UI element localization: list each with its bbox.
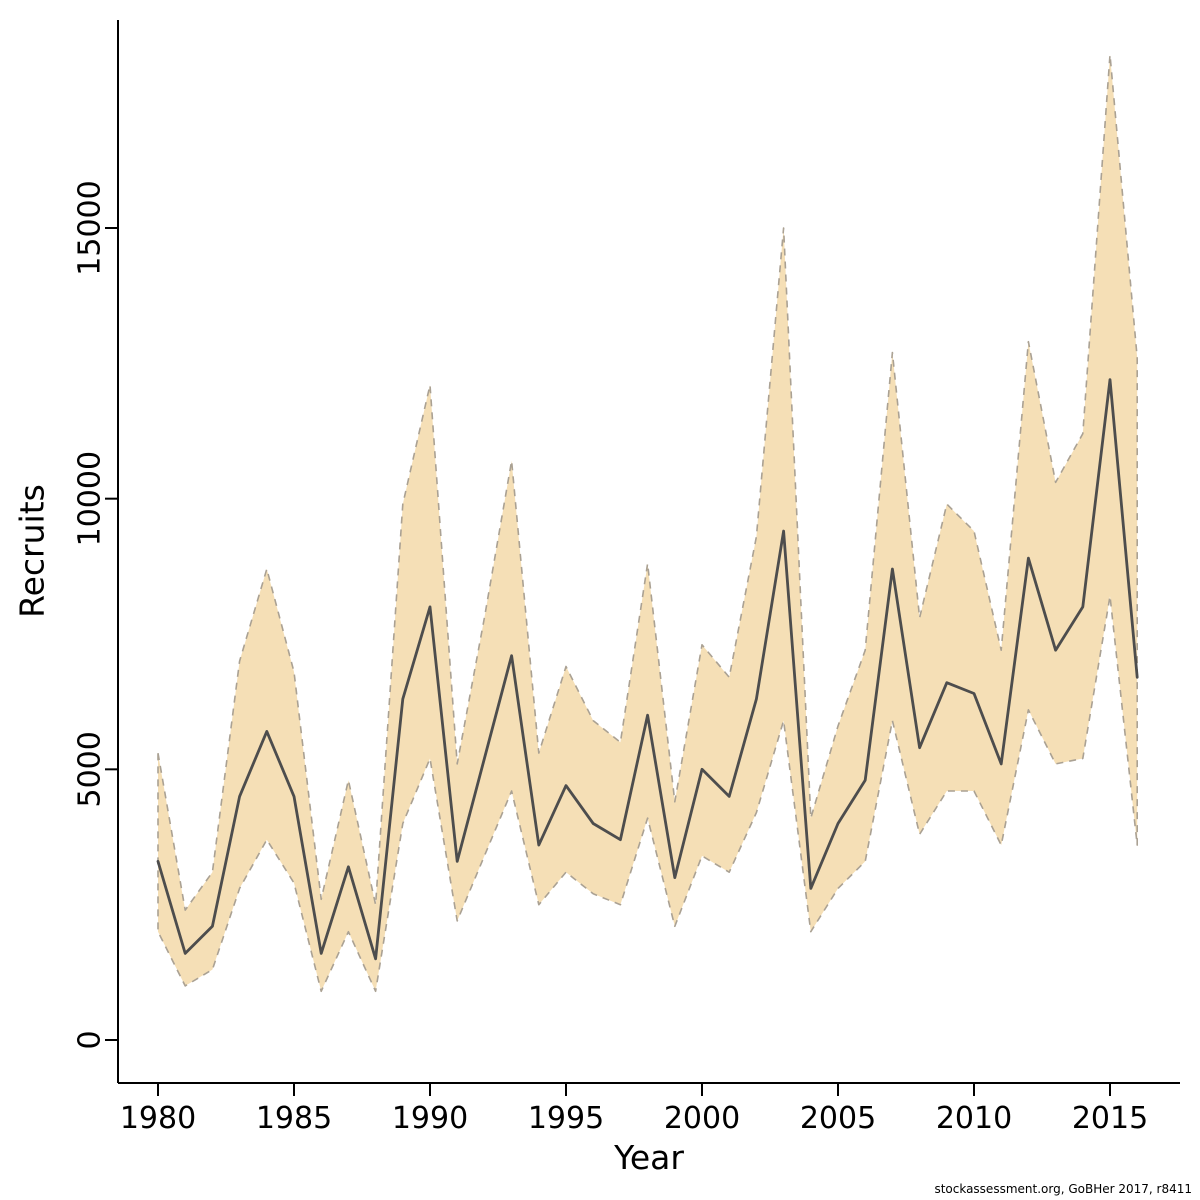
confidence-band — [157, 53, 1138, 993]
y-tick-label: 0 — [73, 1030, 108, 1049]
source-caption: stockassessment.org, GoBHer 2017, r8411 — [934, 1182, 1192, 1196]
x-tick-label: 2015 — [1072, 1101, 1148, 1136]
axes: 0 5000 10000 15000 1980 1985 1990 1995 2000 2005 2… — [73, 20, 1180, 1136]
y-tick-label: 10000 — [73, 451, 108, 546]
y-tick-label: 15000 — [73, 180, 108, 275]
x-tick-label: 2010 — [936, 1101, 1012, 1136]
x-axis-title: Year — [614, 1138, 684, 1177]
x-tick-label: 2000 — [664, 1101, 740, 1136]
x-tick-label: 2005 — [800, 1101, 876, 1136]
x-tick-label: 1995 — [528, 1101, 604, 1136]
x-tick-label: 1990 — [392, 1101, 468, 1136]
x-tick-label: 1985 — [256, 1101, 332, 1136]
y-tick-label: 5000 — [73, 731, 108, 807]
median-line — [156, 378, 1139, 961]
x-tick-label: 1980 — [120, 1101, 196, 1136]
y-axis-title: Recruits — [12, 484, 52, 618]
